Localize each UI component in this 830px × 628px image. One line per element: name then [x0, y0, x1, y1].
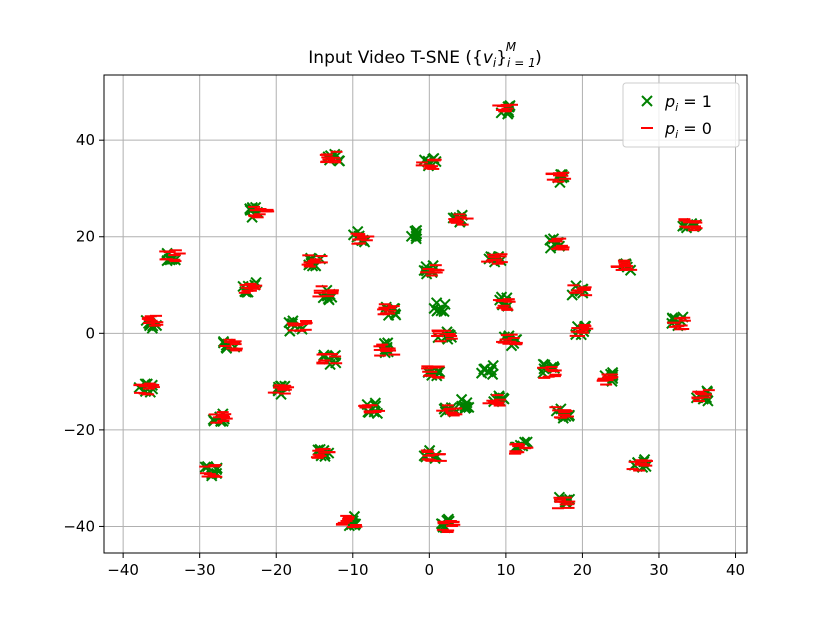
point-p0	[350, 232, 375, 245]
point-p0	[133, 382, 160, 396]
y-tick-label: 40	[76, 131, 95, 149]
point-p0	[508, 442, 534, 455]
point-p0	[421, 365, 445, 379]
point-p0	[481, 253, 508, 265]
point-p0	[159, 249, 186, 263]
y-tick-label: 0	[85, 324, 95, 342]
point-p0	[267, 384, 295, 395]
x-tick-label: −40	[107, 561, 139, 579]
point-p0	[319, 150, 343, 164]
x-tick-label: 20	[573, 561, 592, 579]
x-tick-label: 0	[425, 561, 435, 579]
point-p0	[436, 404, 463, 417]
point-p0	[626, 459, 653, 472]
x-tick-label: 40	[726, 561, 745, 579]
point-p0	[373, 343, 401, 357]
x-tick-label: 30	[649, 561, 668, 579]
legend-marker-x	[641, 95, 653, 107]
point-p0	[420, 264, 445, 277]
point-p0	[199, 464, 223, 478]
point-p0	[448, 213, 474, 226]
point-p0	[666, 316, 691, 331]
point-p0	[238, 282, 263, 294]
x-tick-label: 10	[496, 561, 515, 579]
point-p0	[248, 205, 275, 219]
point-p0	[420, 449, 447, 462]
point-p0	[551, 496, 576, 510]
y-tick-label: −20	[63, 421, 95, 439]
legend: pi = 1 pi = 0	[622, 82, 740, 148]
point-p1	[455, 393, 475, 415]
point-p1	[361, 397, 384, 420]
y-tick-label: 20	[76, 228, 95, 246]
point-p0	[496, 333, 523, 346]
point-p1	[405, 224, 423, 245]
point-p0	[316, 353, 343, 365]
point-p0	[312, 285, 339, 298]
legend-label-p0: pi = 0	[664, 119, 712, 141]
data-series	[133, 99, 715, 534]
point-p0	[286, 320, 313, 332]
x-tick-label: −10	[337, 561, 369, 579]
point-p0	[208, 411, 233, 424]
point-p0	[431, 329, 458, 343]
point-p0	[377, 303, 400, 316]
x-tick-label: −20	[260, 561, 292, 579]
axes-frame	[103, 74, 748, 554]
point-p0	[436, 519, 461, 534]
point-p0	[310, 447, 336, 459]
point-p0	[569, 323, 594, 337]
point-p0	[537, 365, 562, 379]
point-p0	[678, 218, 703, 232]
point-p0	[482, 394, 507, 407]
legend-label-p1: pi = 1	[664, 92, 712, 114]
point-p0	[492, 298, 516, 311]
point-p0	[567, 284, 593, 297]
point-p0	[415, 158, 442, 170]
point-p0	[549, 406, 575, 419]
point-p0	[548, 237, 570, 251]
point-p0	[358, 404, 386, 414]
point-p0	[141, 314, 164, 327]
point-p0	[492, 103, 519, 113]
point-p0	[610, 259, 638, 271]
legend-box	[622, 82, 740, 148]
y-tick-label: −40	[63, 517, 95, 535]
point-p1	[475, 359, 499, 381]
x-tick-label: −30	[184, 561, 216, 579]
point-p0	[545, 171, 572, 183]
point-p0	[596, 373, 619, 386]
chart-title: Input Video T-SNE ({vi}i = 1M)	[308, 40, 541, 70]
point-p0	[301, 254, 328, 268]
point-p0	[691, 389, 715, 403]
point-p0	[335, 514, 363, 529]
point-p0	[219, 338, 243, 352]
point-p1	[428, 297, 451, 318]
axis-ticks: −40 −30 −20 −10 0 10 20 30 40 −40 −20 0 20 40	[63, 131, 745, 579]
